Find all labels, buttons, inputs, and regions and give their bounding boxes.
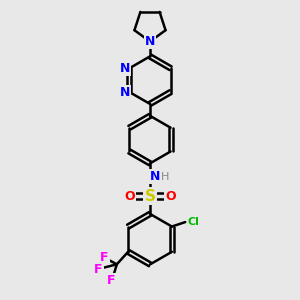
Text: N: N	[120, 85, 130, 98]
Text: S: S	[145, 189, 155, 204]
Text: N: N	[145, 35, 155, 48]
Text: F: F	[100, 251, 109, 264]
Text: F: F	[107, 274, 116, 287]
Text: Cl: Cl	[188, 217, 200, 227]
Text: O: O	[124, 190, 135, 202]
Text: N: N	[120, 62, 130, 75]
Text: O: O	[165, 190, 175, 202]
Text: N: N	[150, 170, 161, 183]
Text: F: F	[94, 263, 103, 276]
Text: H: H	[161, 172, 169, 182]
